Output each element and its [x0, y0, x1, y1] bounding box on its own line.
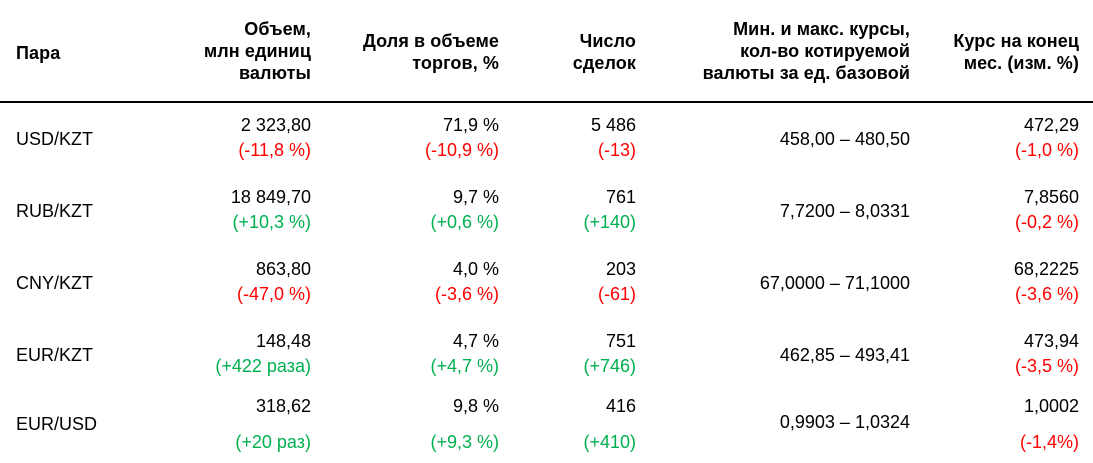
- header-deals: Число сделок: [573, 30, 636, 74]
- share-value: 71,9 %: [442, 115, 499, 135]
- rate-value: 7,8560: [1023, 187, 1079, 207]
- volume-value: 318,62: [255, 396, 311, 416]
- header-minmax-line: кол-во котируемой: [740, 41, 910, 61]
- rate-change: (-3,5 %): [1014, 356, 1079, 376]
- table-row: EUR/USD 318,62 (+20 раз) 9,8 % (+9,3 %) …: [0, 386, 1093, 458]
- volume-change: (-47,0 %): [236, 284, 311, 304]
- deals-value: 203: [605, 259, 636, 279]
- deals-change: (+410): [583, 432, 636, 452]
- volume-change: (+10,3 %): [232, 212, 311, 232]
- minmax-range: 0,9903 – 1,0324: [779, 412, 910, 432]
- volume-change: (-11,8 %): [238, 140, 311, 160]
- minmax-range: 458,00 – 480,50: [779, 129, 910, 149]
- volume-value: 18 849,70: [230, 187, 311, 207]
- share-value: 9,7 %: [452, 187, 499, 207]
- rate-change: (-0,2 %): [1014, 212, 1079, 232]
- deals-change: (-61): [597, 284, 636, 304]
- deals-value: 751: [605, 331, 636, 351]
- header-rate-line: Курс на конец: [953, 31, 1079, 51]
- table-row: EUR/KZT 148,48 (+422 раза) 4,7 % (+4,7 %…: [0, 321, 1093, 393]
- volume-value: 148,48: [255, 331, 311, 351]
- share-change: (-10,9 %): [424, 140, 499, 160]
- deals-value: 5 486: [590, 115, 636, 135]
- header-volume-line: Объем,: [244, 19, 311, 39]
- share-change: (-3,6 %): [434, 284, 499, 304]
- pair-name: EUR/KZT: [16, 345, 94, 365]
- header-volume-line: млн единиц: [203, 41, 311, 61]
- header-share-line: Доля в объеме: [363, 31, 499, 51]
- rate-change: (-1,0 %): [1014, 140, 1079, 160]
- rate-value: 472,29: [1023, 115, 1079, 135]
- table-row: CNY/KZT 863,80 (-47,0 %) 4,0 % (-3,6 %) …: [0, 249, 1093, 321]
- rate-value: 473,94: [1023, 331, 1079, 351]
- header-volume-line: валюты: [239, 63, 311, 83]
- rate-change: (-1,4%): [1019, 432, 1079, 452]
- header-share: Доля в объеме торгов, %: [363, 30, 499, 74]
- volume-value: 863,80: [255, 259, 311, 279]
- minmax-range: 7,7200 – 8,0331: [779, 201, 910, 221]
- rate-value: 1,0002: [1023, 396, 1079, 416]
- share-value: 9,8 %: [452, 396, 499, 416]
- volume-change: (+422 раза): [215, 356, 311, 376]
- rate-value: 68,2225: [1013, 259, 1079, 279]
- table-row: RUB/KZT 18 849,70 (+10,3 %) 9,7 % (+0,6 …: [0, 177, 1093, 249]
- deals-value: 416: [605, 396, 636, 416]
- share-change: (+9,3 %): [430, 432, 499, 452]
- share-value: 4,7 %: [452, 331, 499, 351]
- header-minmax: Мин. и макс. курсы, кол-во котируемой ва…: [703, 18, 910, 84]
- rate-change: (-3,6 %): [1014, 284, 1079, 304]
- header-volume: Объем, млн единиц валюты: [204, 18, 311, 84]
- share-change: (+0,6 %): [430, 212, 499, 232]
- table-row: USD/KZT 2 323,80 (-11,8 %) 71,9 % (-10,9…: [0, 105, 1093, 177]
- deals-change: (+746): [583, 356, 636, 376]
- pair-name: CNY/KZT: [16, 273, 94, 293]
- header-rate-line: мес. (изм. %): [963, 53, 1079, 73]
- deals-value: 761: [605, 187, 636, 207]
- deals-change: (-13): [597, 140, 636, 160]
- header-minmax-line: Мин. и макс. курсы,: [733, 19, 910, 39]
- header-pair-label: Пара: [16, 43, 61, 63]
- deals-change: (+140): [583, 212, 636, 232]
- share-value: 4,0 %: [452, 259, 499, 279]
- header-pair: Пара: [16, 42, 60, 64]
- header-minmax-line: валюты за ед. базовой: [702, 63, 910, 83]
- share-change: (+4,7 %): [430, 356, 499, 376]
- pair-name: USD/KZT: [16, 129, 94, 149]
- header-deals-line: Число: [579, 31, 636, 51]
- minmax-range: 67,0000 – 71,1000: [759, 273, 910, 293]
- volume-value: 2 323,80: [240, 115, 311, 135]
- header-deals-line: сделок: [572, 53, 636, 73]
- pair-name: EUR/USD: [16, 414, 98, 434]
- table-header: Пара Объем, млн единиц валюты Доля в объ…: [0, 0, 1093, 103]
- header-rate: Курс на конец мес. (изм. %): [953, 30, 1079, 74]
- pair-name: RUB/KZT: [16, 201, 94, 221]
- header-share-line: торгов, %: [412, 53, 499, 73]
- volume-change: (+20 раз): [235, 432, 311, 452]
- minmax-range: 462,85 – 493,41: [779, 345, 910, 365]
